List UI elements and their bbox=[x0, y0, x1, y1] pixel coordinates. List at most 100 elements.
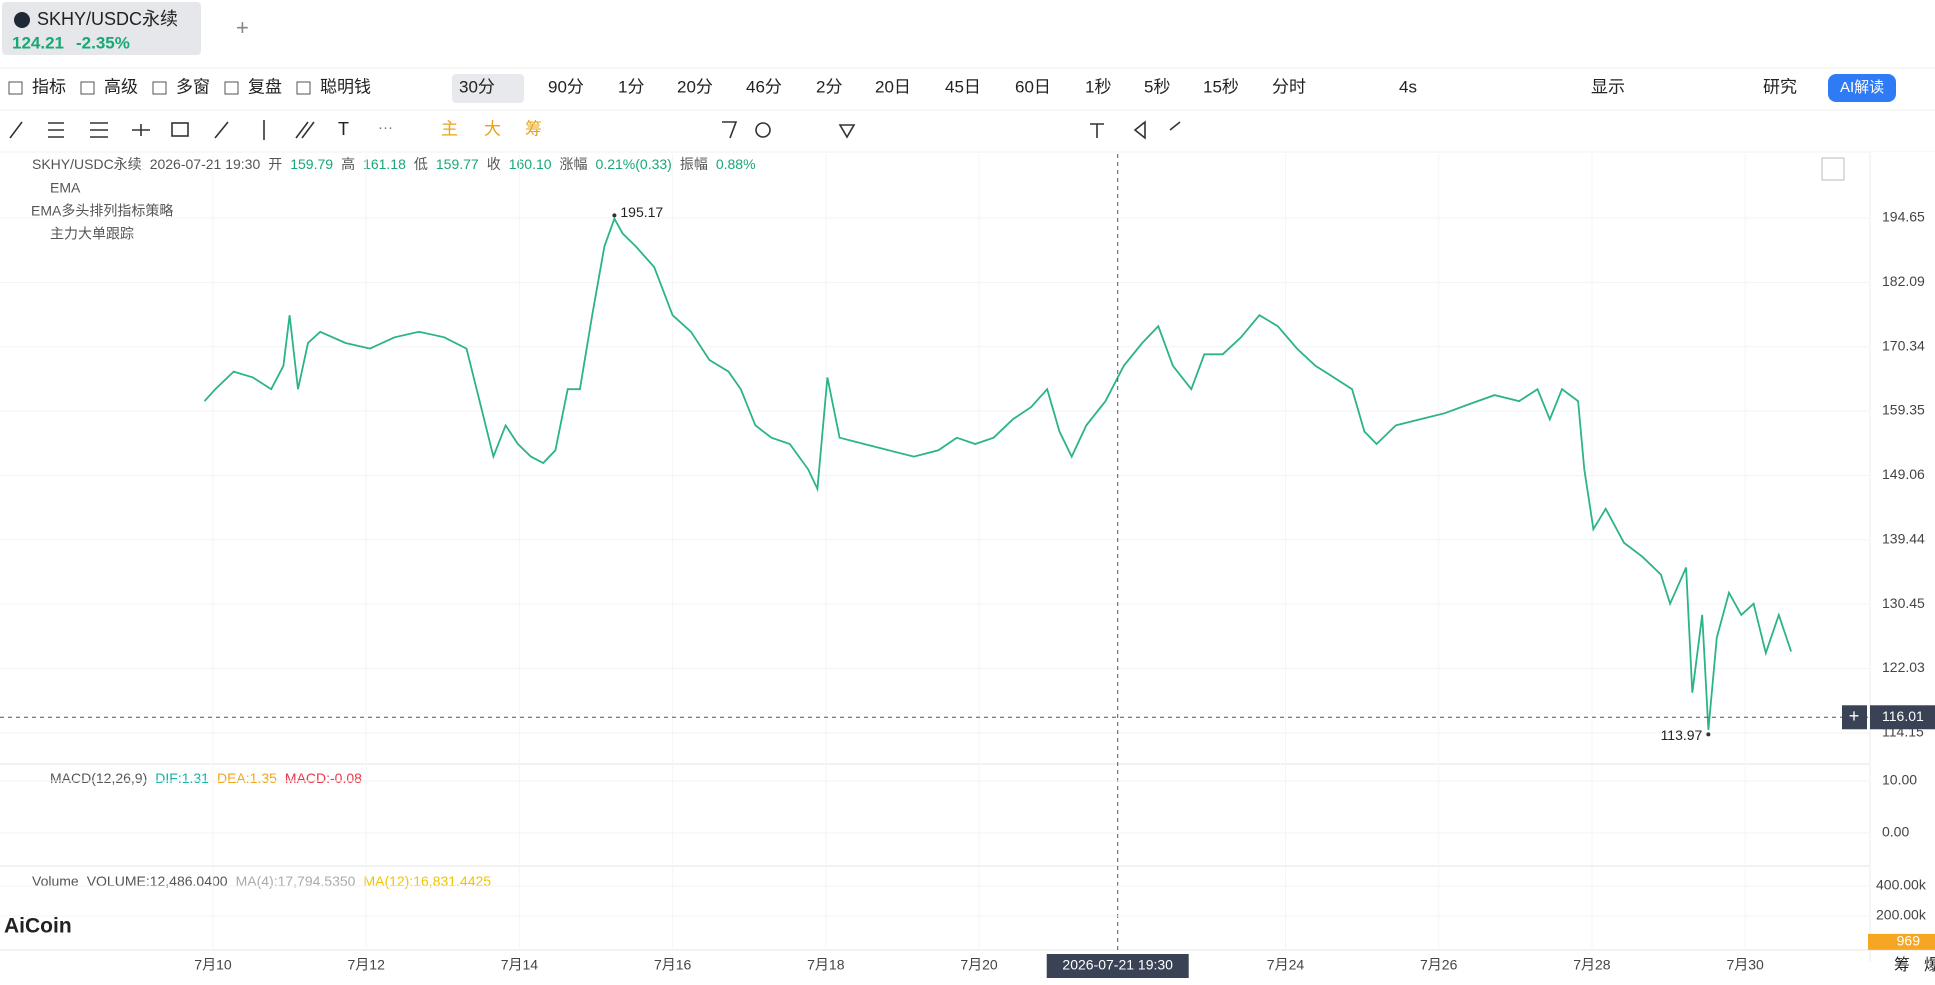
x-tick-label: 7月14 bbox=[501, 957, 539, 973]
x-tick-label: 7月24 bbox=[1267, 957, 1305, 973]
add-tab[interactable]: + bbox=[236, 15, 249, 40]
ai-button-bg bbox=[1828, 74, 1896, 102]
price-axis bbox=[1870, 152, 1935, 962]
info-item: SKHY/USDC永续 bbox=[32, 156, 142, 172]
indicator-label: EMA bbox=[50, 180, 81, 196]
info-item: 开 bbox=[268, 156, 282, 172]
expand-button[interactable] bbox=[1821, 157, 1845, 181]
extreme-marker bbox=[1706, 732, 1711, 737]
toolbar-item[interactable]: 4s bbox=[1399, 77, 1417, 96]
tab-bar bbox=[0, 0, 1935, 68]
toolbar-item[interactable]: 多窗 bbox=[176, 77, 210, 96]
crosshair-add-icon: + bbox=[1849, 706, 1860, 726]
interval[interactable]: 2分 bbox=[816, 77, 842, 96]
interval[interactable]: 90分 bbox=[548, 77, 584, 96]
toolbar-icon bbox=[8, 81, 23, 95]
side-label[interactable]: 爆 bbox=[1924, 955, 1935, 974]
volume-current: 969 bbox=[1897, 933, 1921, 949]
info-item: 收 bbox=[487, 156, 501, 172]
x-tick-label: 7月12 bbox=[348, 957, 386, 973]
interval[interactable]: 1秒 bbox=[1085, 77, 1111, 96]
toolbar-item[interactable]: AI解读 bbox=[1840, 79, 1884, 96]
interval[interactable]: 20日 bbox=[875, 77, 911, 96]
toolbar-item[interactable]: 聪明钱 bbox=[320, 77, 371, 96]
volume-current-box bbox=[1868, 933, 1935, 950]
info-item: 0.21%(0.33) bbox=[596, 156, 672, 172]
volume-tick-label: 400.00k bbox=[1876, 877, 1927, 893]
toolbar-item[interactable]: 研究 bbox=[1763, 77, 1797, 96]
y-tick-label: 139.44 bbox=[1882, 531, 1925, 547]
x-tick-label: 7月10 bbox=[194, 957, 232, 973]
crosshair-price: 116.01 bbox=[1882, 708, 1924, 724]
info-item: 160.10 bbox=[509, 156, 552, 172]
indicator-label: 主力大单跟踪 bbox=[50, 226, 134, 242]
info-item: 159.77 bbox=[436, 156, 479, 172]
interval[interactable]: 46分 bbox=[746, 77, 782, 96]
toolbar-item[interactable]: 复盘 bbox=[248, 77, 282, 96]
svg-text:T: T bbox=[338, 119, 349, 139]
interval[interactable]: 分时 bbox=[1272, 77, 1306, 96]
tab-price: 124.21 bbox=[12, 33, 64, 52]
y-tick-label: 149.06 bbox=[1882, 466, 1925, 482]
volume-tick-label: 200.00k bbox=[1876, 907, 1927, 923]
x-tick-label: 7月28 bbox=[1573, 957, 1611, 973]
interval[interactable]: 5秒 bbox=[1144, 77, 1170, 96]
indicator-tool[interactable]: 主 bbox=[441, 119, 458, 138]
crosshair-add[interactable] bbox=[1842, 705, 1867, 730]
indicator-tool[interactable]: 大 bbox=[484, 119, 501, 138]
info-item: 低 bbox=[414, 156, 428, 172]
tab-change: -2.35% bbox=[76, 33, 130, 52]
interval[interactable]: 15秒 bbox=[1203, 77, 1239, 96]
y-tick-label: 130.45 bbox=[1882, 595, 1925, 611]
info-item: 159.79 bbox=[290, 156, 333, 172]
x-tick-label: 7月16 bbox=[654, 957, 692, 973]
info-item: 0.88% bbox=[716, 156, 756, 172]
crosshair-date-box bbox=[1046, 954, 1189, 978]
symbol-tab[interactable] bbox=[2, 2, 201, 55]
y-tick-label: 182.09 bbox=[1882, 273, 1925, 289]
drawing-tools: T ··· bbox=[9, 119, 1181, 140]
y-tick-label: 122.03 bbox=[1882, 659, 1925, 675]
interval[interactable]: 1分 bbox=[618, 77, 644, 96]
x-tick-label: 7月26 bbox=[1420, 957, 1458, 973]
interval[interactable]: 20分 bbox=[677, 77, 713, 96]
interval[interactable]: 30分 bbox=[459, 77, 495, 96]
x-tick-label: 7月18 bbox=[807, 957, 845, 973]
indicator-tool[interactable]: 筹 bbox=[525, 119, 542, 138]
macd-tick-label: 0.00 bbox=[1882, 824, 1909, 840]
info-item: 振幅 bbox=[680, 156, 708, 172]
toolbar-icon bbox=[224, 81, 239, 95]
info-item: 2026-07-21 19:30 bbox=[150, 156, 261, 172]
macd-tick-label: 10.00 bbox=[1882, 772, 1917, 788]
interval[interactable]: 45日 bbox=[945, 77, 981, 96]
price-line bbox=[203, 216, 1792, 730]
info-item: 高 bbox=[341, 156, 355, 172]
toolbar-icon bbox=[152, 81, 167, 95]
interval[interactable]: 60日 bbox=[1015, 77, 1051, 96]
toolbar-item[interactable]: 显示 bbox=[1591, 77, 1625, 96]
y-tick-label: 159.35 bbox=[1882, 402, 1925, 418]
y-tick-label: 194.65 bbox=[1882, 209, 1925, 225]
info-item: 161.18 bbox=[363, 156, 406, 172]
crosshair-price-box bbox=[1870, 705, 1935, 730]
interval-selected bbox=[452, 74, 524, 103]
x-tick-label: 7月30 bbox=[1726, 957, 1764, 973]
extreme-marker bbox=[612, 213, 617, 218]
svg-text:···: ··· bbox=[378, 119, 393, 136]
indicator-label: EMA多头排列指标策略 bbox=[31, 203, 173, 219]
side-label[interactable]: 筹 bbox=[1894, 956, 1910, 974]
macd-label: MACD(12,26,9) DIF:1.31 DEA:1.35 MACD:-0.08 bbox=[50, 770, 362, 786]
toolbar-icon bbox=[296, 81, 311, 95]
crosshair-date: 2026-07-21 19:30 bbox=[1062, 957, 1173, 973]
tab-symbol: SKHY/USDC永续 bbox=[37, 9, 178, 29]
toolbar-item[interactable]: 指标 bbox=[32, 77, 66, 96]
logo: AiCoin bbox=[4, 915, 72, 938]
x-tick-label: 7月20 bbox=[960, 957, 998, 973]
extreme-label: 113.97 bbox=[1661, 727, 1703, 743]
info-line: SKHY/USDC永续 2026-07-21 19:30 开 159.79 高 161.1… bbox=[32, 156, 756, 172]
toolbar-icon bbox=[80, 81, 95, 95]
toolbar-item[interactable]: 高级 bbox=[104, 77, 138, 96]
info-item: 涨幅 bbox=[560, 156, 588, 172]
y-tick-label: 170.34 bbox=[1882, 337, 1925, 353]
